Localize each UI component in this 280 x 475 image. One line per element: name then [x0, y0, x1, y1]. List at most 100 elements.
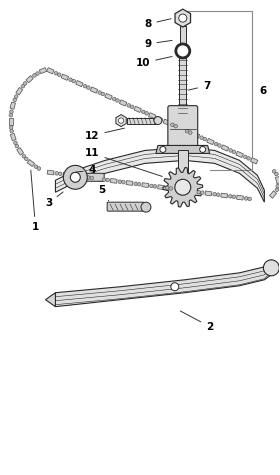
Polygon shape: [16, 87, 23, 95]
Circle shape: [156, 116, 160, 120]
Polygon shape: [55, 260, 271, 307]
Polygon shape: [76, 81, 83, 87]
Polygon shape: [207, 138, 214, 145]
Polygon shape: [116, 114, 126, 126]
Circle shape: [275, 188, 279, 191]
Text: 7: 7: [188, 81, 210, 91]
Polygon shape: [163, 168, 203, 207]
Circle shape: [229, 149, 232, 152]
Circle shape: [185, 129, 189, 133]
Text: 11: 11: [85, 148, 162, 176]
Text: 10: 10: [136, 57, 172, 68]
Circle shape: [9, 114, 13, 117]
Polygon shape: [10, 133, 16, 141]
Circle shape: [33, 74, 36, 77]
Circle shape: [228, 195, 232, 198]
Polygon shape: [105, 94, 112, 100]
Circle shape: [200, 191, 204, 194]
FancyBboxPatch shape: [82, 173, 104, 181]
Circle shape: [232, 195, 236, 199]
Circle shape: [244, 155, 247, 159]
Circle shape: [15, 144, 19, 148]
FancyBboxPatch shape: [107, 202, 144, 211]
Text: 12: 12: [85, 128, 124, 141]
Circle shape: [57, 73, 61, 76]
Circle shape: [154, 116, 162, 124]
Circle shape: [14, 141, 17, 144]
Polygon shape: [90, 87, 98, 93]
Circle shape: [127, 104, 130, 107]
Polygon shape: [189, 189, 196, 194]
Circle shape: [14, 95, 18, 98]
Polygon shape: [192, 132, 200, 138]
Circle shape: [165, 186, 169, 190]
Circle shape: [90, 176, 94, 180]
Polygon shape: [55, 147, 264, 202]
Circle shape: [55, 171, 59, 175]
Circle shape: [137, 182, 141, 186]
Polygon shape: [110, 179, 117, 183]
Circle shape: [130, 105, 134, 109]
Circle shape: [25, 157, 28, 161]
Text: 3: 3: [45, 192, 63, 208]
Circle shape: [200, 136, 203, 139]
Polygon shape: [95, 176, 101, 181]
Polygon shape: [119, 100, 127, 106]
Circle shape: [181, 188, 185, 192]
Polygon shape: [221, 145, 229, 151]
Polygon shape: [250, 158, 258, 164]
Circle shape: [160, 146, 166, 152]
Circle shape: [118, 180, 122, 183]
Circle shape: [216, 193, 220, 197]
Polygon shape: [175, 9, 191, 27]
Circle shape: [87, 86, 90, 89]
Circle shape: [213, 192, 216, 196]
Polygon shape: [173, 187, 180, 191]
Circle shape: [175, 179, 191, 195]
Circle shape: [83, 85, 87, 88]
Circle shape: [37, 167, 41, 171]
Polygon shape: [26, 76, 33, 83]
Text: 2: 2: [180, 311, 213, 332]
Circle shape: [13, 98, 17, 102]
Circle shape: [112, 97, 116, 101]
Text: 9: 9: [144, 39, 172, 49]
Circle shape: [72, 79, 76, 83]
Polygon shape: [63, 172, 70, 177]
Polygon shape: [276, 177, 280, 184]
Polygon shape: [178, 125, 185, 132]
Circle shape: [23, 82, 27, 85]
Polygon shape: [148, 113, 156, 119]
FancyBboxPatch shape: [179, 58, 186, 115]
Circle shape: [197, 190, 200, 194]
Polygon shape: [126, 180, 133, 185]
Circle shape: [71, 174, 74, 177]
FancyBboxPatch shape: [180, 26, 186, 44]
Circle shape: [34, 165, 38, 169]
Polygon shape: [17, 148, 24, 155]
Circle shape: [179, 14, 187, 22]
Circle shape: [87, 176, 90, 180]
Circle shape: [174, 124, 178, 128]
Circle shape: [214, 142, 218, 146]
Text: 4: 4: [76, 165, 96, 175]
Circle shape: [203, 137, 207, 141]
Circle shape: [70, 172, 80, 182]
Polygon shape: [156, 145, 210, 153]
Circle shape: [232, 150, 236, 154]
Circle shape: [248, 197, 251, 200]
Polygon shape: [10, 102, 15, 109]
Circle shape: [275, 172, 278, 176]
Polygon shape: [61, 74, 69, 80]
Polygon shape: [27, 160, 35, 167]
Circle shape: [169, 187, 172, 190]
Circle shape: [118, 118, 124, 124]
Circle shape: [101, 92, 105, 96]
Circle shape: [10, 129, 13, 133]
Circle shape: [150, 184, 153, 188]
FancyBboxPatch shape: [127, 118, 157, 124]
Circle shape: [106, 178, 109, 182]
Circle shape: [200, 146, 206, 152]
FancyBboxPatch shape: [178, 151, 188, 175]
Circle shape: [116, 99, 119, 102]
